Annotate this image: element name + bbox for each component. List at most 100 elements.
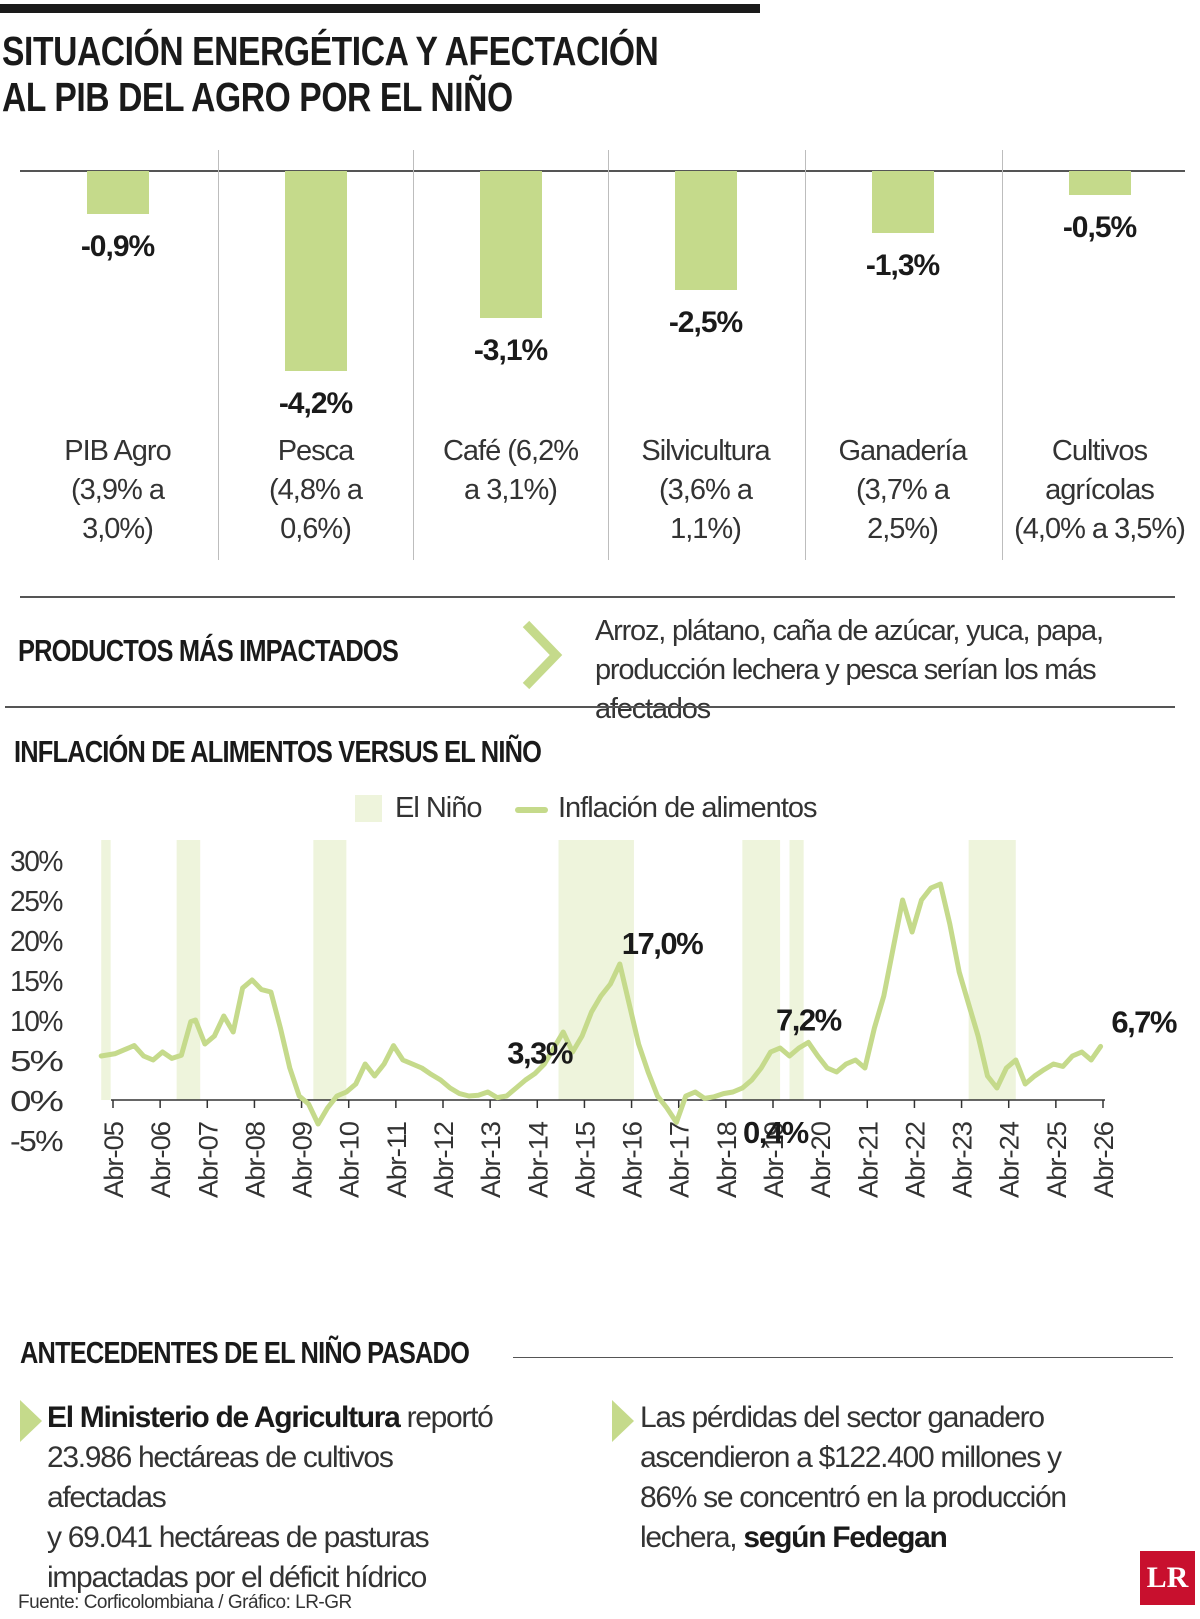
antecedentes-right: Las pérdidas del sector ganadero ascendi… — [640, 1401, 1067, 1554]
y-tick-label: 5% — [10, 1046, 63, 1078]
bar-category: Silvicultura (3,6% a 1,1%) — [611, 432, 801, 549]
bar-value-label: -0,9% — [80, 229, 155, 263]
bar-value-label: -2,5% — [668, 305, 743, 339]
x-tick-label: Abr-26 — [1089, 1122, 1119, 1198]
x-tick-label: Abr-09 — [288, 1122, 318, 1198]
bar-category-label: Silvicultura — [641, 435, 770, 467]
x-tick-label: Abr-13 — [476, 1122, 506, 1198]
nino-band — [968, 840, 1016, 1100]
bar — [284, 171, 347, 371]
x-tick-label: Abr-14 — [523, 1121, 553, 1198]
chart-heading: INFLACIÓN DE ALIMENTOS VERSUS EL NIÑO — [14, 734, 542, 769]
bar-category-label: Pesca — [277, 435, 355, 467]
data-label: 17,0% — [622, 926, 703, 961]
bar-value-label: -1,3% — [865, 248, 940, 282]
bar-value-label: -4,2% — [278, 386, 353, 420]
inflation-series-line — [98, 881, 1104, 1127]
divider — [513, 1357, 1173, 1358]
productos-text: Arroz, plátano, caña de azúcar, yuca, pa… — [595, 612, 1195, 729]
source-note: Fuente: Corficolombiana / Gráfico: LR-GR — [18, 1592, 352, 1613]
bar — [1068, 171, 1131, 195]
bar-category-label: 1,1%) — [670, 513, 742, 545]
bar — [479, 171, 542, 319]
column-divider — [608, 150, 609, 560]
x-tick-label: Abr-15 — [570, 1122, 600, 1198]
x-tick-label: Abr-23 — [948, 1122, 978, 1198]
x-tick-label: Abr-16 — [618, 1122, 648, 1198]
productos-line-1: Arroz, plátano, caña de azúcar, yuca, pa… — [595, 615, 1104, 647]
bar-category: PIB Agro (3,9% a 3,0%) — [23, 432, 213, 549]
y-tick-label: 15% — [10, 966, 63, 998]
x-tick-label: Abr-19 — [759, 1122, 789, 1198]
bar — [674, 171, 737, 290]
bar-category: Cultivos agrícolas (4,0% a 3,5%) — [1005, 432, 1195, 549]
bar-category-label: 3,0%) — [82, 513, 154, 545]
x-tick-label: Abr-10 — [335, 1122, 365, 1198]
data-label: 3,3% — [507, 1036, 573, 1071]
x-tick-label: Abr-21 — [853, 1122, 883, 1198]
y-tick-label: 30% — [10, 846, 63, 878]
x-tick-label: Abr-25 — [1042, 1122, 1072, 1198]
x-tick-label: Abr-24 — [995, 1121, 1025, 1198]
x-tick-label: Abr-05 — [99, 1122, 129, 1198]
bar-category-label: (3,9% a — [71, 474, 165, 506]
bar-category-label: (4,8% a — [269, 474, 363, 506]
ministerio-bold: El Ministerio de Agricultura — [47, 1401, 401, 1434]
x-tick-label: Abr-07 — [193, 1122, 223, 1198]
column-divider — [805, 150, 806, 560]
data-label: 6,7% — [1111, 1004, 1177, 1039]
x-tick-label: Abr-22 — [900, 1122, 930, 1198]
column-divider — [1002, 150, 1003, 560]
x-tick-label: Abr-20 — [806, 1122, 836, 1198]
productos-line-2: producción lechera y pesca serían los má… — [595, 654, 1097, 725]
y-tick-label: -5% — [10, 1126, 63, 1158]
x-tick-label: Abr-11 — [382, 1122, 412, 1198]
x-tick-label: Abr-06 — [146, 1122, 176, 1198]
bar-value-label: -0,5% — [1062, 210, 1137, 244]
x-tick-label: Abr-08 — [240, 1122, 270, 1198]
divider — [20, 596, 1175, 598]
bars-baseline — [20, 170, 1185, 172]
bar-category-label: 2,5%) — [867, 513, 939, 545]
bar-category-label: Café (6,2% — [442, 435, 579, 467]
nino-band — [101, 840, 111, 1100]
nino-band — [313, 840, 347, 1100]
x-tick-label: Abr-17 — [665, 1122, 695, 1198]
bar-category: Pesca (4,8% a 0,6%) — [221, 432, 411, 549]
fedegan-bold: según Fedegan — [743, 1521, 947, 1554]
x-tick-label: Abr-18 — [712, 1122, 742, 1198]
divider — [5, 706, 1175, 708]
bar-category-label — [416, 510, 606, 549]
bar-category-label: Cultivos — [1051, 435, 1148, 467]
bullet-triangle-icon — [20, 1400, 42, 1442]
bar-category-label: agrícolas — [1045, 474, 1155, 506]
inflation-line-chart: 30% 25% 20% 15% 10% 5% 0% -5% Abr-05 Abr-06 Abr-07… — [10, 840, 1178, 1198]
y-tick-label: 10% — [10, 1006, 63, 1038]
title-line-1: SITUACIÓN ENERGÉTICA Y AFECTACIÓN — [2, 28, 659, 74]
nino-band — [742, 840, 781, 1100]
page-title: SITUACIÓN ENERGÉTICA Y AFECTACIÓN AL PIB… — [2, 28, 803, 120]
data-label: 0,4% — [743, 1115, 809, 1150]
y-tick-label: 25% — [10, 886, 63, 918]
title-line-2: AL PIB DEL AGRO POR EL NIÑO — [2, 74, 513, 120]
nino-band — [176, 840, 201, 1100]
y-tick-label: 20% — [10, 926, 63, 958]
bar-category-label: (3,7% a — [856, 474, 950, 506]
data-label: 7,2% — [776, 1002, 842, 1037]
bar-category-label: 0,6%) — [280, 513, 352, 545]
x-tick-label: Abr-12 — [429, 1122, 459, 1198]
bar-category-label: PIB Agro — [64, 435, 171, 467]
column-divider — [413, 150, 414, 560]
bar-category-label: Ganadería — [838, 435, 967, 467]
bar-value-label: -3,1% — [473, 334, 548, 368]
bullet-triangle-icon — [612, 1400, 634, 1442]
bar-category: Café (6,2% a 3,1%) — [416, 432, 606, 549]
legend-swatch-inflacion — [515, 807, 548, 813]
bar-category: Ganadería (3,7% a 2,5%) — [808, 432, 998, 549]
bar-category-label: a 3,1%) — [464, 474, 558, 506]
bar — [871, 171, 934, 233]
y-tick-label: 0% — [10, 1086, 63, 1118]
bar-category-label: (4,0% a 3,5%) — [1014, 513, 1186, 545]
column-divider — [218, 150, 219, 560]
legend-label-inflacion: Inflación de alimentos — [558, 792, 817, 824]
